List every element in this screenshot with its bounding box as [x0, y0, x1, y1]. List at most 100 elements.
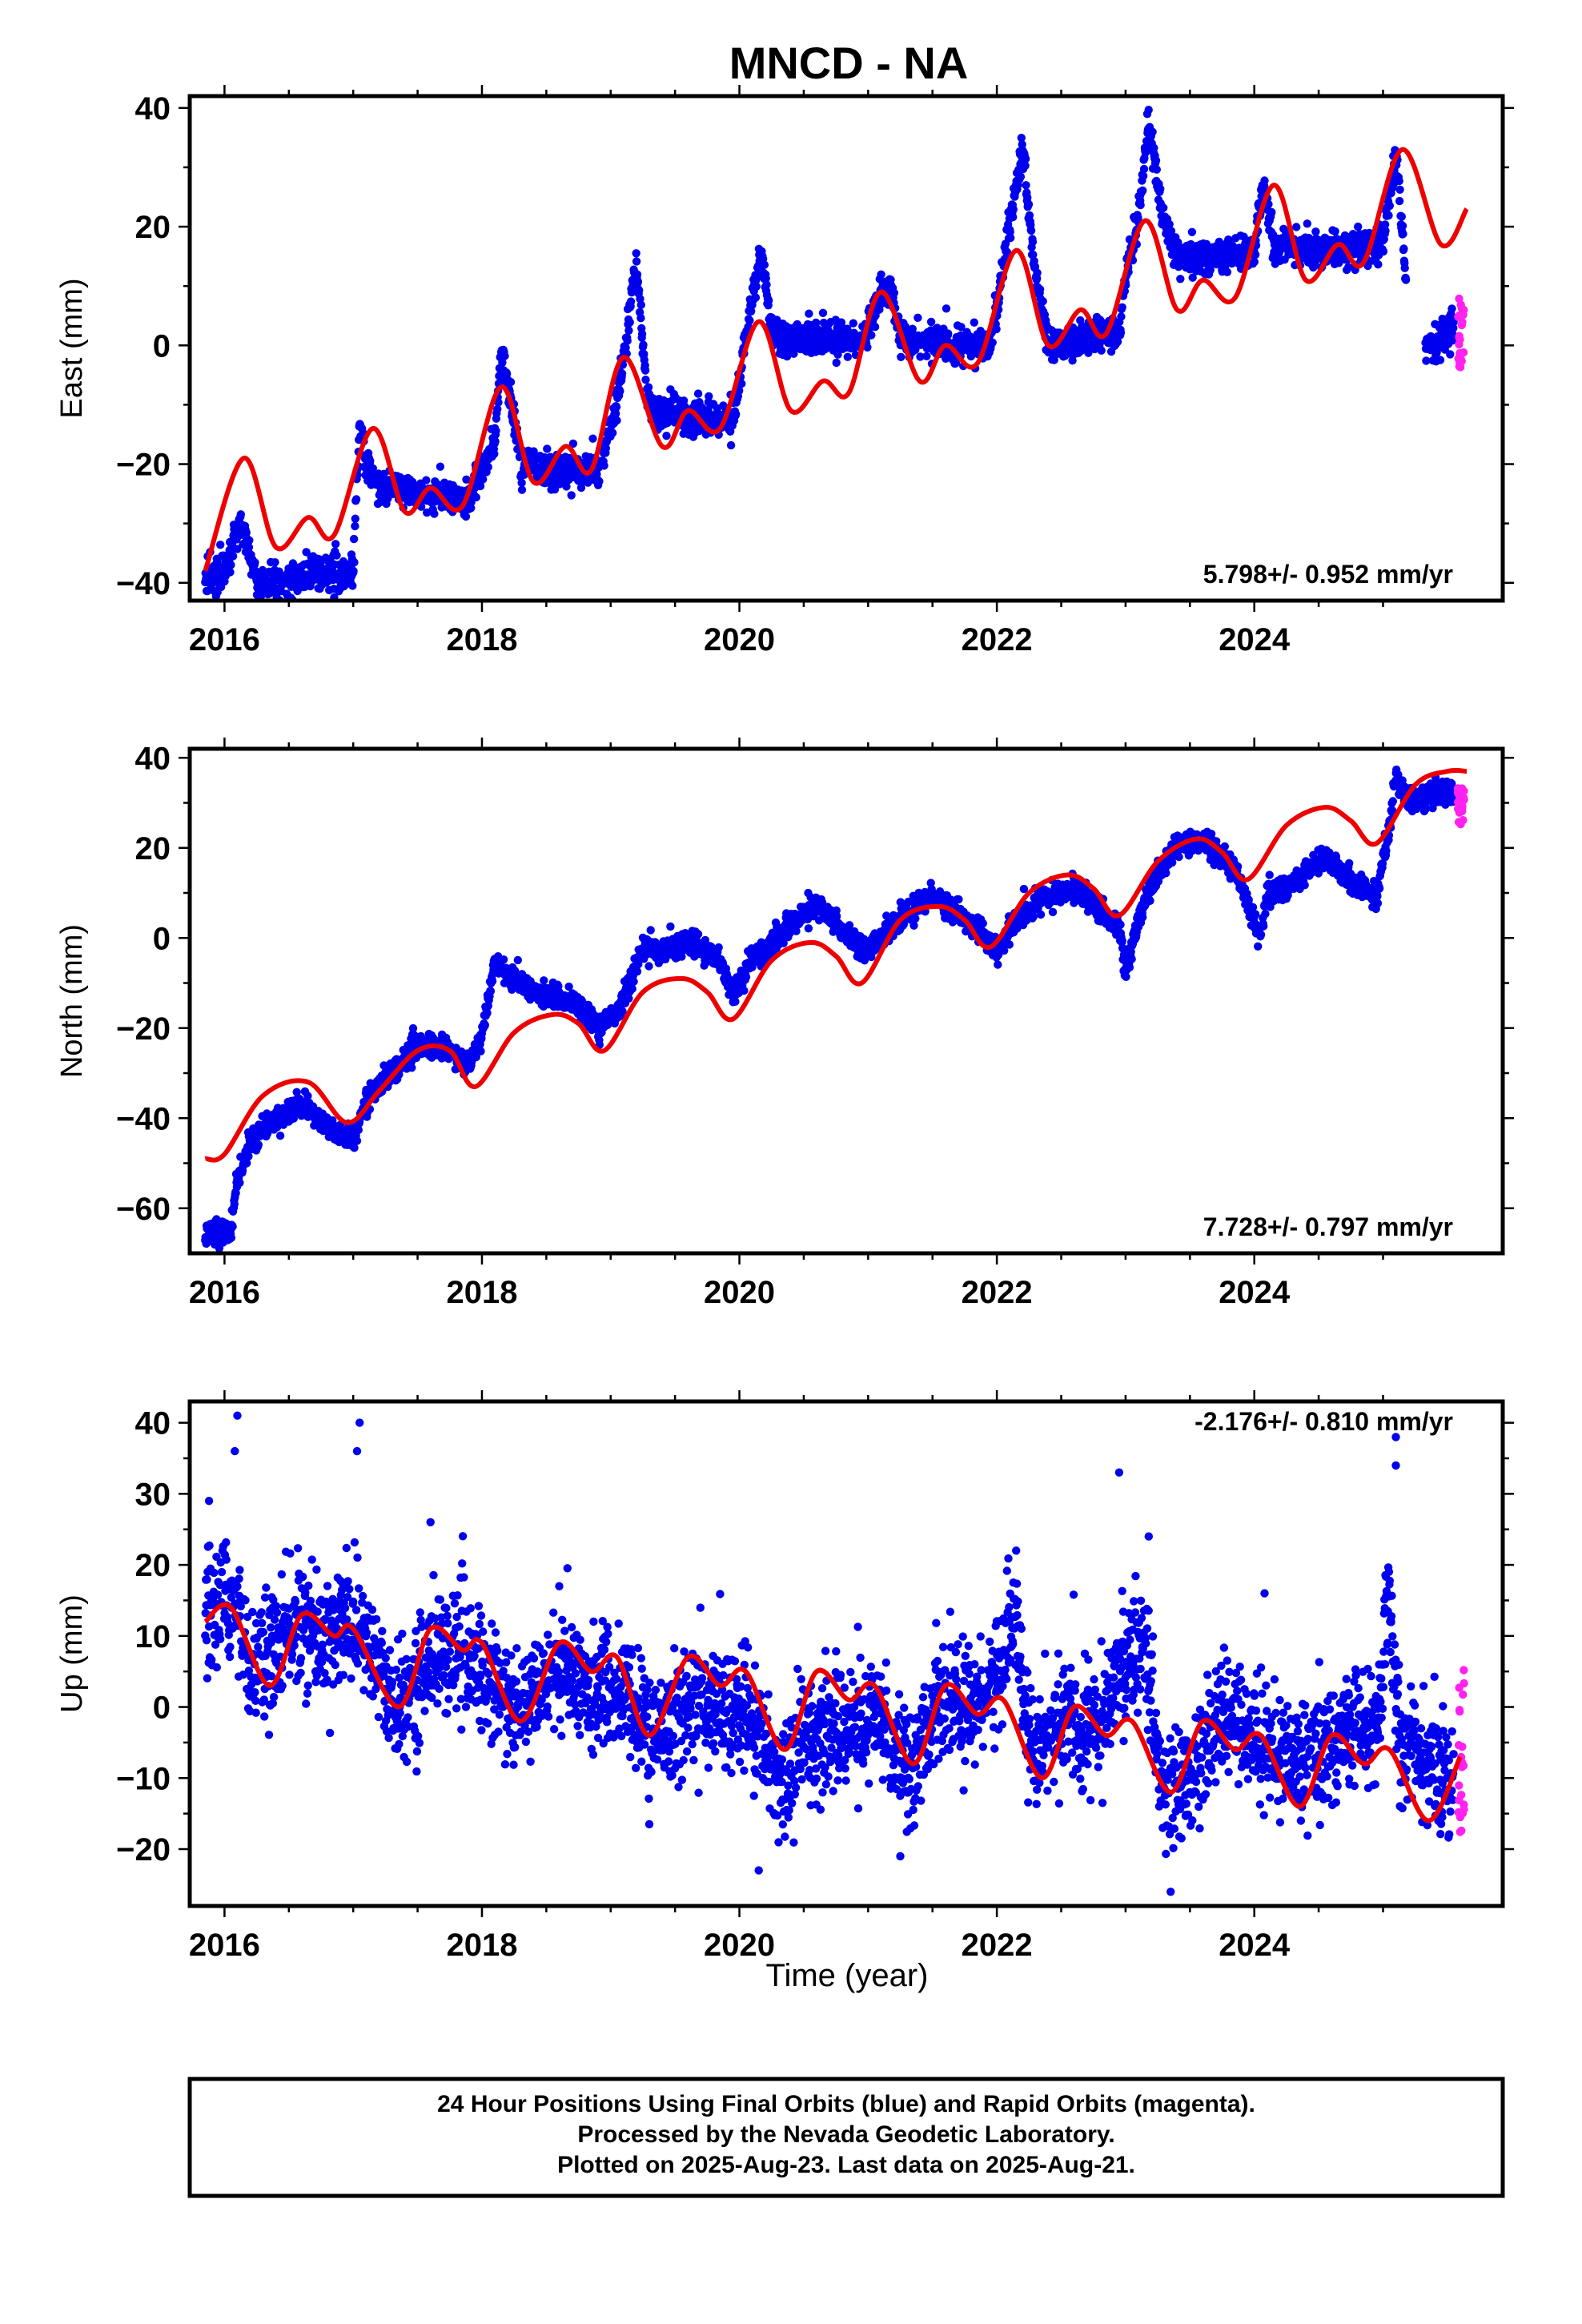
final-orbit-point: [1202, 239, 1211, 248]
final-orbit-point: [1151, 156, 1161, 165]
final-orbit-point: [632, 270, 642, 279]
final-orbit-point: [348, 581, 357, 590]
final-orbit-point: [867, 331, 876, 340]
final-orbit-point: [228, 1222, 237, 1231]
rapid-orbit-point: [1455, 294, 1464, 304]
final-orbit-point: [1166, 227, 1176, 235]
final-orbit-point: [1136, 200, 1145, 210]
final-orbit-point: [644, 383, 653, 392]
rapid-orbit-point: [1456, 358, 1464, 367]
final-orbit-point: [1097, 346, 1106, 355]
model-fit-line: [203, 147, 1469, 572]
final-orbit-point: [1139, 164, 1149, 174]
final-orbit-point: [543, 444, 552, 453]
final-orbit-point: [1448, 330, 1457, 339]
rapid-orbit-point: [1458, 318, 1467, 327]
final-orbit-point: [245, 536, 254, 545]
final-orbit-point: [564, 982, 573, 991]
final-orbit-point: [1381, 227, 1390, 235]
final-orbit-point: [693, 930, 703, 939]
final-orbit-point: [646, 926, 655, 935]
final-orbit-point: [500, 352, 509, 360]
y-tick-label: −40: [116, 566, 171, 601]
final-orbit-point: [490, 449, 499, 458]
final-orbit-point: [922, 352, 931, 360]
final-orbit-point: [666, 922, 675, 931]
final-orbit-point: [271, 558, 279, 567]
x-tick-label: 2016: [189, 622, 260, 657]
final-orbit-point: [251, 558, 259, 567]
final-orbit-point: [488, 977, 497, 986]
final-orbit-point: [1026, 226, 1036, 235]
final-orbit-point: [741, 972, 751, 982]
final-orbit-point: [726, 440, 736, 450]
final-orbit-point: [1035, 285, 1045, 294]
final-orbit-point: [1260, 176, 1269, 185]
final-orbit-point: [1399, 244, 1408, 253]
final-orbit-point: [1363, 261, 1372, 271]
final-orbit-point: [731, 997, 740, 1006]
final-orbit-point: [782, 352, 792, 361]
final-orbit-point: [230, 1200, 239, 1209]
final-orbit-point: [354, 1125, 363, 1135]
x-tick-label: 2020: [704, 622, 775, 657]
final-orbit-point: [1021, 155, 1030, 163]
final-orbit-point: [1024, 200, 1034, 209]
final-orbit-point: [1401, 275, 1411, 284]
final-orbit-point: [625, 318, 634, 327]
final-orbit-point: [632, 967, 642, 976]
final-orbit-point: [1002, 247, 1012, 256]
final-orbit-point: [492, 426, 500, 436]
final-orbit-point: [1188, 273, 1197, 282]
final-orbit-point: [462, 475, 471, 484]
final-orbit-point: [639, 340, 648, 349]
final-orbit-point: [1449, 324, 1458, 332]
final-orbit-point: [818, 308, 828, 317]
final-orbit-point: [352, 1136, 362, 1145]
final-orbit-point: [1025, 211, 1034, 220]
y-axis-label: East (mm): [55, 278, 89, 418]
final-orbit-point: [889, 288, 899, 297]
final-orbit-point: [618, 1007, 627, 1015]
final-orbit-point: [1267, 207, 1276, 217]
final-orbit-point: [1379, 247, 1388, 256]
final-orbit-point: [408, 1023, 418, 1033]
final-orbit-point: [349, 566, 358, 576]
final-orbit-point: [275, 1132, 285, 1140]
final-orbit-point: [233, 545, 242, 553]
final-orbit-point: [1138, 171, 1148, 180]
final-orbit-point: [1174, 238, 1182, 247]
final-orbit-point: [568, 439, 578, 448]
final-orbit-point: [628, 984, 636, 993]
rapid-orbit-series: [1454, 294, 1468, 372]
final-orbit-point: [1395, 196, 1404, 206]
final-orbit-point: [1018, 140, 1026, 149]
final-orbit-point: [601, 444, 610, 452]
final-orbit-point: [612, 403, 621, 412]
final-orbit-point: [901, 322, 910, 332]
final-orbit-point: [805, 309, 813, 318]
final-orbit-point: [1187, 227, 1197, 236]
final-orbit-point: [540, 976, 548, 985]
final-orbit-point: [1303, 219, 1312, 228]
x-tick-label: 2024: [1219, 622, 1291, 657]
final-orbit-point: [461, 512, 471, 521]
final-orbit-point: [480, 1020, 489, 1030]
final-orbit-point: [1113, 337, 1122, 346]
final-orbit-point: [472, 493, 480, 502]
final-orbit-point: [483, 1008, 492, 1018]
final-orbit-point: [1397, 212, 1407, 221]
final-orbit-point: [1250, 257, 1259, 267]
final-orbit-point: [752, 282, 761, 291]
final-orbit-point: [513, 955, 522, 965]
final-orbit-point: [616, 387, 624, 396]
final-orbit-point: [375, 498, 384, 507]
final-orbit-point: [228, 552, 238, 561]
final-orbit-point: [506, 377, 516, 387]
final-orbit-point: [366, 456, 375, 465]
final-orbit-point: [760, 260, 769, 269]
final-orbit-point: [562, 482, 571, 491]
final-orbit-point: [662, 432, 671, 440]
